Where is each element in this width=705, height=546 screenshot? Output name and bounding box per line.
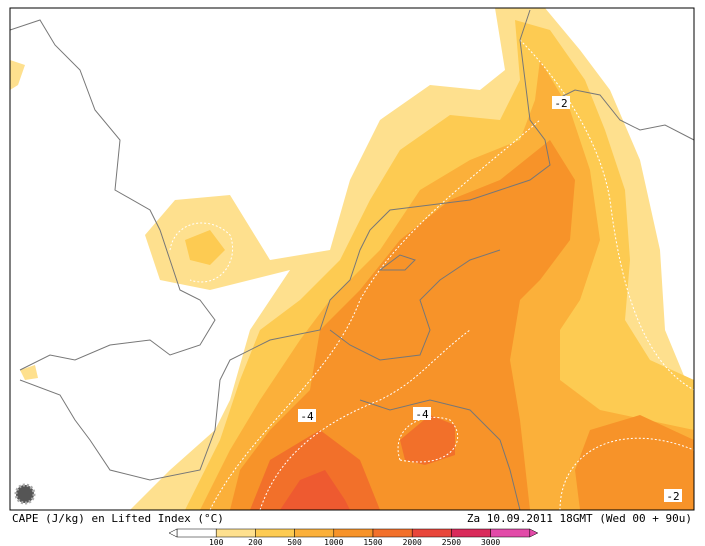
legend-label: 200 <box>248 538 263 546</box>
contour-label-box <box>664 489 682 502</box>
map-frame <box>9 7 695 511</box>
legend-label: 100 <box>209 538 224 546</box>
legend-swatch <box>215 528 256 538</box>
legend-swatch <box>411 528 452 538</box>
cape-1000 <box>230 140 575 510</box>
contour-label: -4 <box>415 408 429 421</box>
legend-label: 500 <box>287 538 302 546</box>
contour-label-box <box>552 96 570 109</box>
legend-label: 2000 <box>403 538 422 546</box>
legend-label: 1000 <box>324 538 343 546</box>
caption-right: Za 10.09.2011 18GMT (Wed 00 + 90u) <box>467 512 692 525</box>
legend-label: 3000 <box>481 538 500 546</box>
cape-fields <box>10 8 694 510</box>
legend-label: 1500 <box>363 538 382 546</box>
contour-label: -4 <box>300 410 314 423</box>
legend-label: 2500 <box>442 538 461 546</box>
cape-1500 <box>250 430 380 510</box>
contour-label-box <box>413 407 431 420</box>
contour-label: -2 <box>554 97 567 110</box>
coastlines <box>10 9 694 510</box>
legend-swatch <box>294 528 335 538</box>
legend-arrow-right <box>529 528 539 538</box>
legend-arrow-left <box>168 528 178 538</box>
logo <box>14 483 36 505</box>
legend-swatch <box>176 528 217 538</box>
contour-label: -2 <box>666 490 679 503</box>
contour-label-box <box>298 409 316 422</box>
legend-swatch <box>490 528 531 538</box>
legend-swatch <box>451 528 491 538</box>
legend-swatch <box>255 528 295 538</box>
caption-left: CAPE (J/kg) en Lifted Index (°C) <box>12 512 224 525</box>
legend-swatch <box>333 528 374 538</box>
legend-swatch <box>372 528 413 538</box>
